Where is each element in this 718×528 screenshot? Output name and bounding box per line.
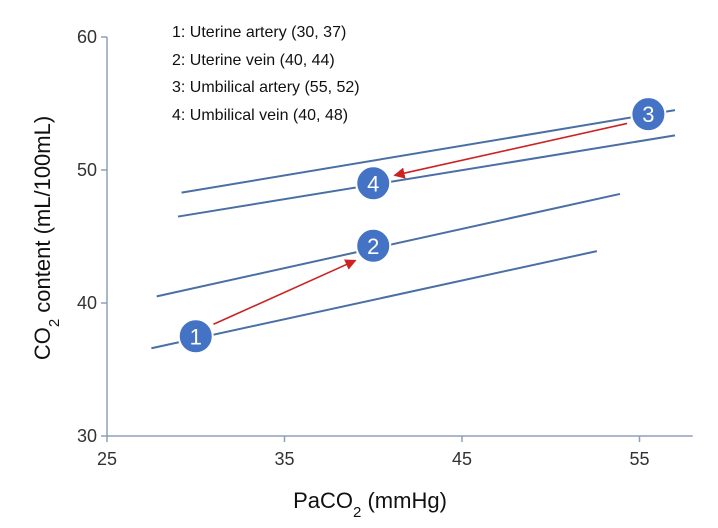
y-tick-label: 50: [77, 160, 97, 180]
point-label: 3: [642, 102, 654, 127]
data-point: 4: [355, 165, 392, 202]
y-axis-label: CO2 content (mL/100mL): [30, 116, 63, 360]
point-label: 4: [367, 171, 379, 196]
series-line: [181, 109, 676, 194]
legend: 1: Uterine artery (30, 37) 2: Uterine ve…: [172, 24, 360, 124]
x-axis-label: PaCO2 (mmHg): [293, 488, 447, 521]
point-marker: [630, 96, 667, 133]
legend-entry: 2: Uterine vein (40, 44): [172, 52, 335, 69]
point-marker: [355, 227, 392, 264]
y-tick-label: 60: [77, 27, 97, 47]
legend-entry: 4: Umbilical vein (40, 48): [172, 107, 348, 124]
arrows: [213, 122, 628, 326]
series-line: [151, 250, 598, 350]
legend-entry: 1: Uterine artery (30, 37): [172, 24, 346, 41]
y-tick-label: 30: [77, 426, 97, 446]
axes: [101, 36, 693, 442]
series-lines: [151, 109, 676, 350]
data-point: 1: [177, 318, 214, 355]
series-line: [177, 134, 676, 218]
point-marker: [177, 318, 214, 355]
x-tick-label: 25: [97, 449, 117, 469]
data-point: 2: [355, 227, 392, 264]
legend-entry: 3: Umbilical artery (55, 52): [172, 79, 360, 96]
point-label: 2: [367, 234, 379, 259]
point-label: 1: [190, 324, 202, 349]
data-point: 3: [630, 96, 667, 133]
tick-labels: 25 35 45 55 30 40 50 60: [77, 27, 650, 469]
x-tick-label: 45: [452, 449, 472, 469]
x-tick-label: 55: [629, 449, 649, 469]
data-points: 1 2 3 4: [177, 96, 667, 355]
transition-arrow: [213, 259, 357, 326]
x-tick-label: 35: [274, 449, 294, 469]
y-tick-label: 40: [77, 293, 97, 313]
point-marker: [355, 165, 392, 202]
transition-arrow: [393, 122, 628, 179]
